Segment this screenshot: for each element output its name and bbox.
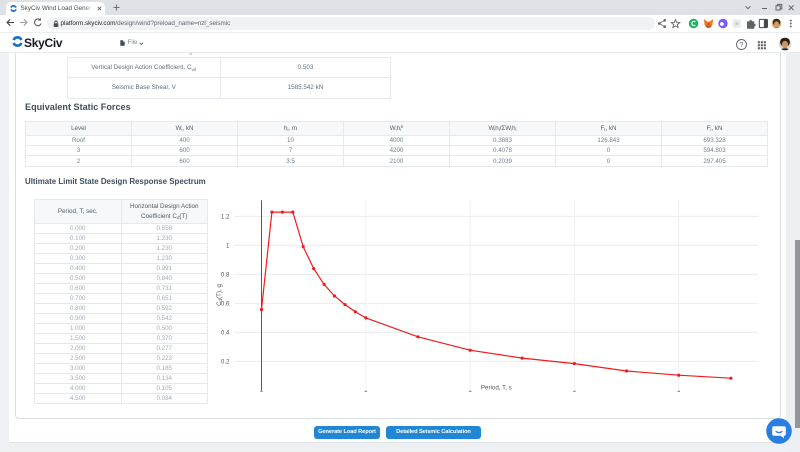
svg-text:?: ? bbox=[740, 42, 744, 49]
svg-text:0.6: 0.6 bbox=[221, 301, 230, 308]
svg-text:1: 1 bbox=[226, 243, 230, 250]
svg-text:Cd(T), g: Cd(T), g bbox=[216, 284, 223, 306]
svg-text:1.2: 1.2 bbox=[221, 214, 230, 221]
svg-text:0.8: 0.8 bbox=[221, 272, 230, 279]
svg-text:0.2: 0.2 bbox=[221, 359, 230, 366]
svg-text:0.4: 0.4 bbox=[221, 330, 230, 337]
svg-text:Period, T, s: Period, T, s bbox=[481, 385, 512, 392]
